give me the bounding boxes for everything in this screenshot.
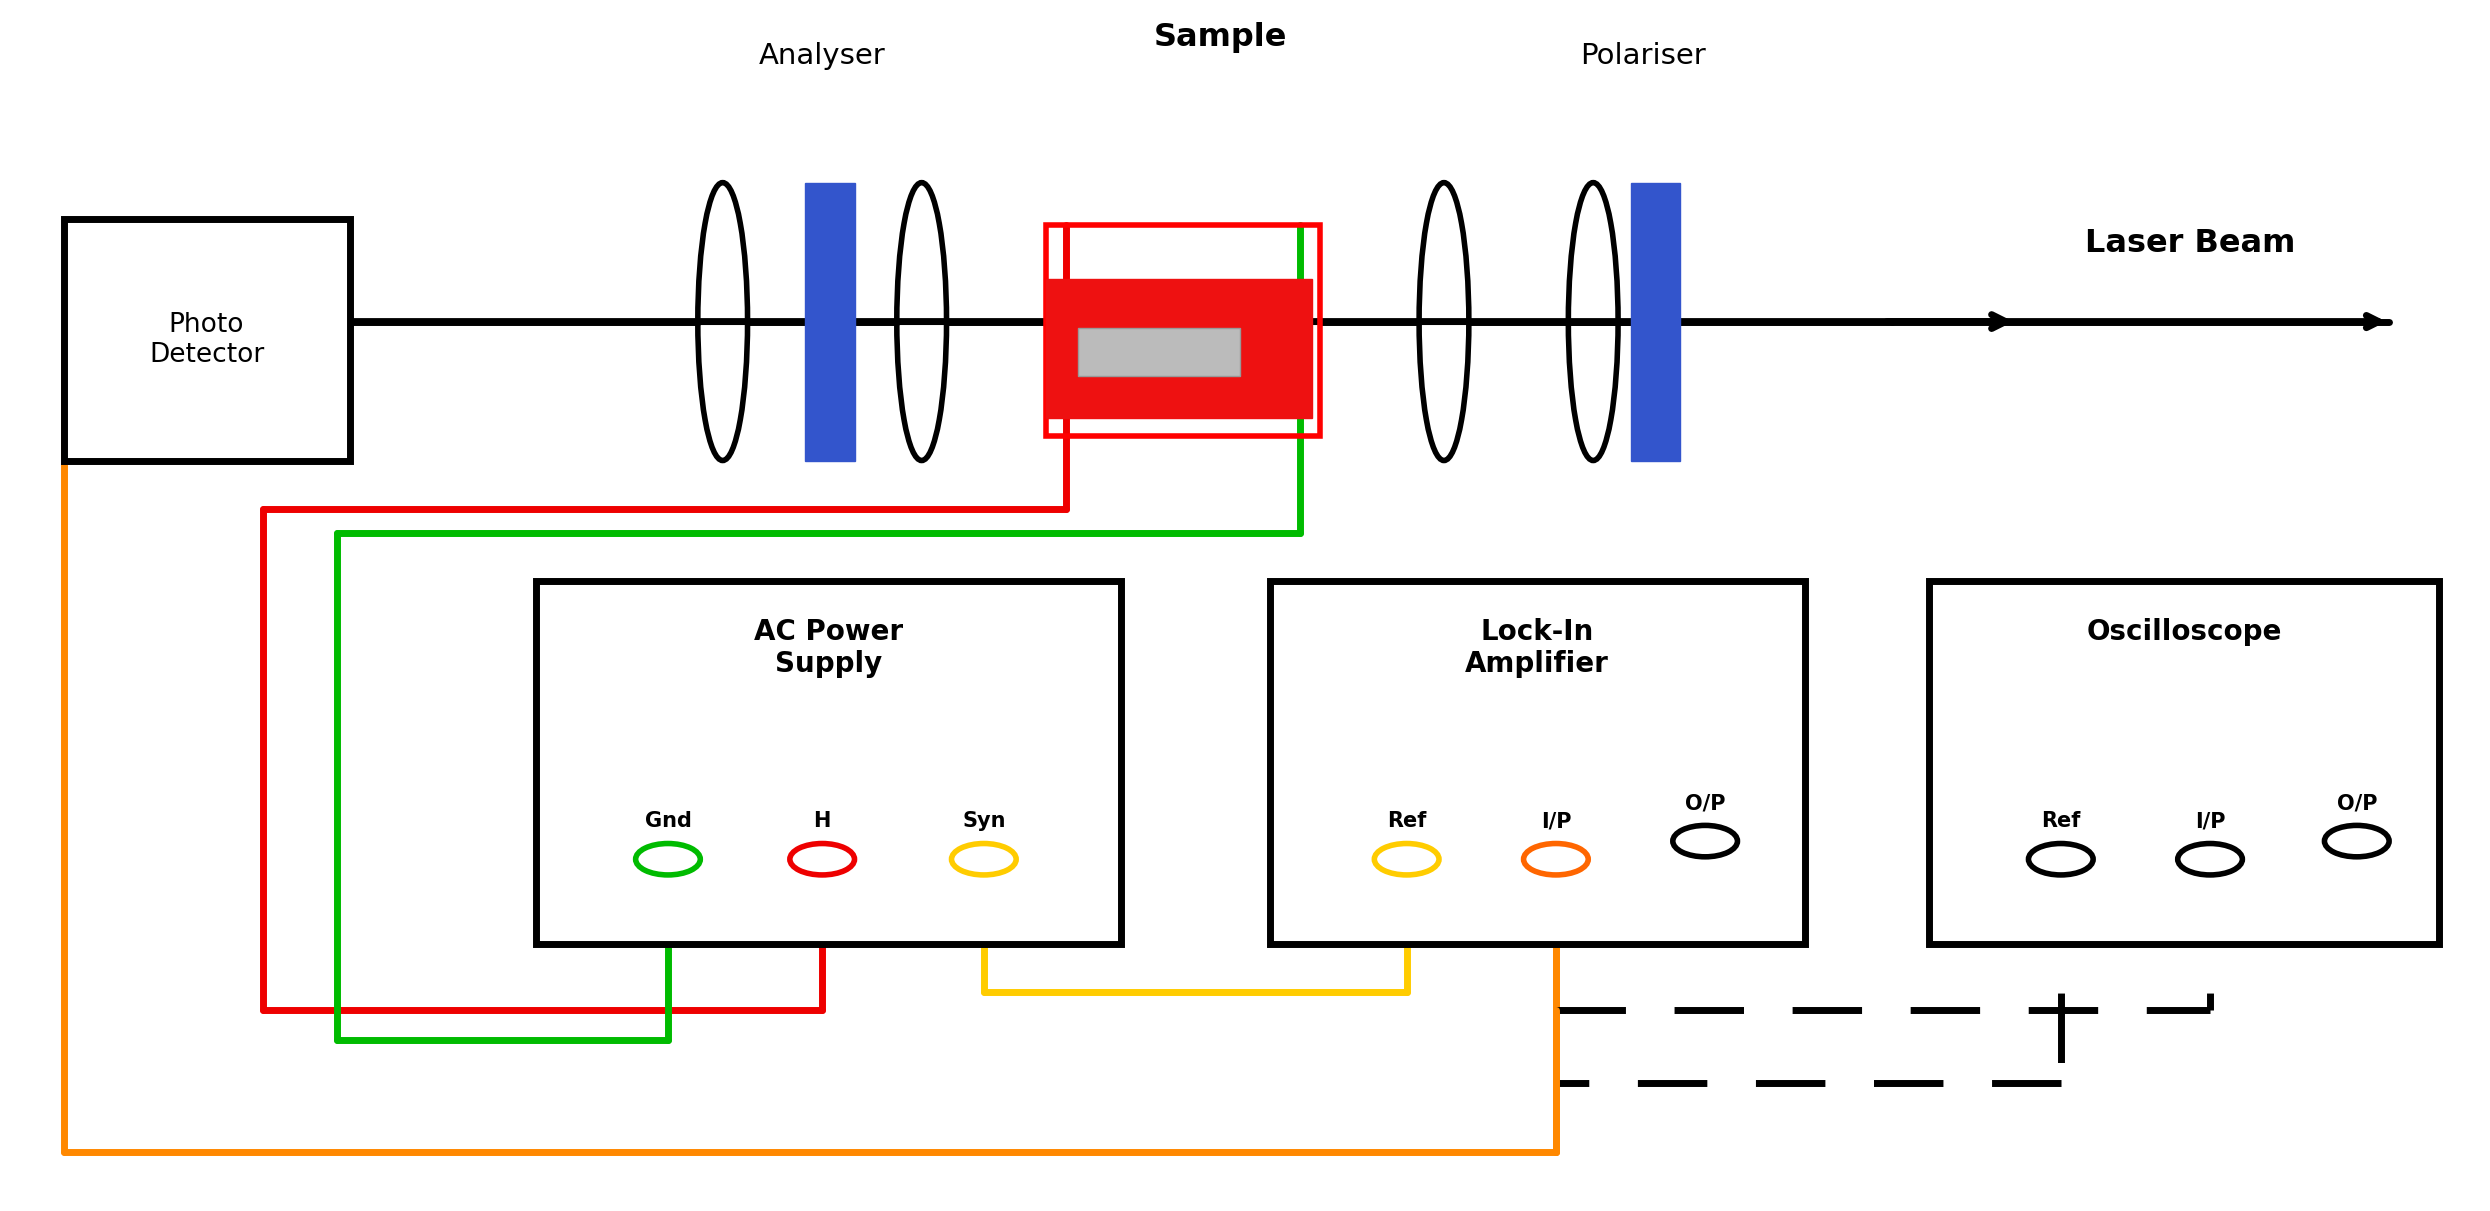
Text: Ref: Ref	[1387, 811, 1427, 832]
Text: Analyser: Analyser	[759, 41, 886, 70]
Bar	[535, 581, 1120, 943]
Text: Photo
Detector: Photo Detector	[149, 311, 264, 368]
Text: Oscilloscope: Oscilloscope	[2087, 618, 2281, 645]
Text: O/P: O/P	[2336, 793, 2378, 814]
Text: Syn: Syn	[961, 811, 1006, 832]
Text: Polariser: Polariser	[1581, 41, 1706, 70]
Text: Laser Beam: Laser Beam	[2084, 228, 2296, 258]
Text: Sample: Sample	[1153, 22, 1287, 53]
Bar	[1270, 581, 1805, 943]
Text: O/P: O/P	[1686, 793, 1726, 814]
Bar	[1046, 225, 1320, 436]
Text: Lock-In
Amplifier: Lock-In Amplifier	[1464, 618, 1609, 678]
Text: Gnd: Gnd	[645, 811, 692, 832]
Text: AC Power
Supply: AC Power Supply	[754, 618, 904, 678]
Bar	[804, 183, 854, 460]
Text: I/P: I/P	[1541, 811, 1571, 832]
Bar	[1078, 328, 1240, 375]
Text: Ref: Ref	[2042, 811, 2082, 832]
Text: H: H	[814, 811, 832, 832]
Bar	[1046, 280, 1312, 418]
Bar	[1631, 183, 1681, 460]
Text: I/P: I/P	[2194, 811, 2226, 832]
Bar	[1930, 581, 2438, 943]
Bar	[65, 219, 349, 460]
